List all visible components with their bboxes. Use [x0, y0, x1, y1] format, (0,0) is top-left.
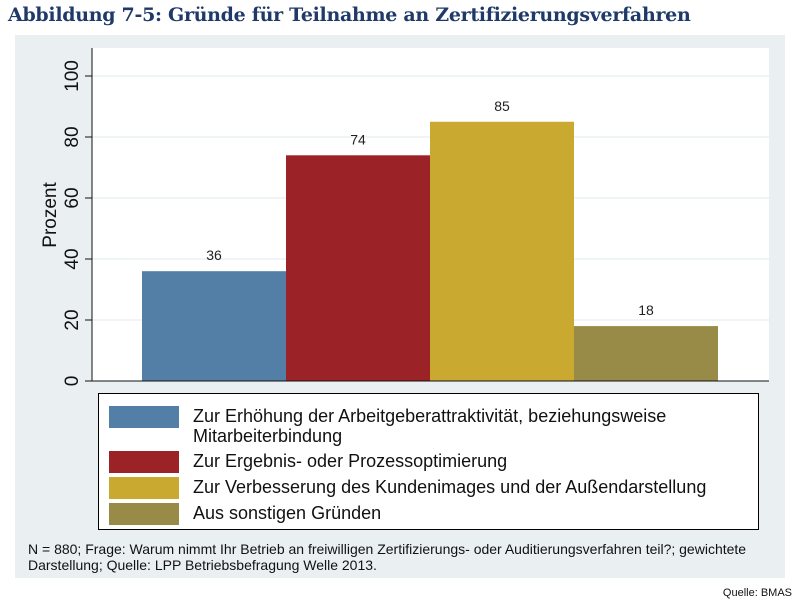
bar-value-label: 36: [206, 247, 222, 263]
legend-item: Zur Ergebnis- oder Prozessoptimierung: [109, 451, 753, 473]
legend-swatch: [109, 406, 179, 428]
legend-label: Zur Ergebnis- oder Prozessoptimierung: [193, 451, 508, 471]
y-tick-label: 80: [62, 126, 83, 147]
bar: [286, 155, 430, 381]
legend-swatch: [109, 477, 179, 499]
bar: [142, 271, 286, 381]
y-tick-label: 60: [62, 187, 83, 208]
source-credit: Quelle: BMAS: [722, 587, 792, 599]
legend-item: Zur Verbesserung des Kundenimages und de…: [109, 477, 753, 499]
bar: [430, 121, 574, 381]
legend-item: Zur Erhöhung der Arbeitgeberattraktivitä…: [109, 406, 753, 446]
legend-label: Zur Verbesserung des Kundenimages und de…: [193, 477, 707, 497]
legend-label: Aus sonstigen Gründen: [193, 503, 382, 523]
y-tick-label: 0: [62, 376, 83, 387]
legend-swatch: [109, 451, 179, 473]
figure-title: Abbildung 7-5: Gründe für Teilnahme an Z…: [8, 4, 691, 26]
bar: [574, 326, 718, 381]
y-axis-label: Prozent: [40, 182, 61, 248]
y-tick-label: 40: [62, 248, 83, 269]
legend: Zur Erhöhung der Arbeitgeberattraktivitä…: [98, 393, 759, 530]
bar-value-label: 85: [494, 98, 510, 114]
legend-label: Zur Erhöhung der Arbeitgeberattraktivitä…: [193, 406, 667, 446]
legend-swatch: [109, 503, 179, 525]
legend-item: Aus sonstigen Gründen: [109, 503, 753, 525]
figure-note: N = 880; Frage: Warum nimmt Ihr Betrieb …: [28, 541, 747, 573]
bar-value-label: 18: [638, 302, 654, 318]
y-tick-label: 100: [62, 60, 83, 92]
bar-value-label: 74: [350, 131, 366, 147]
y-tick-label: 20: [62, 309, 83, 330]
